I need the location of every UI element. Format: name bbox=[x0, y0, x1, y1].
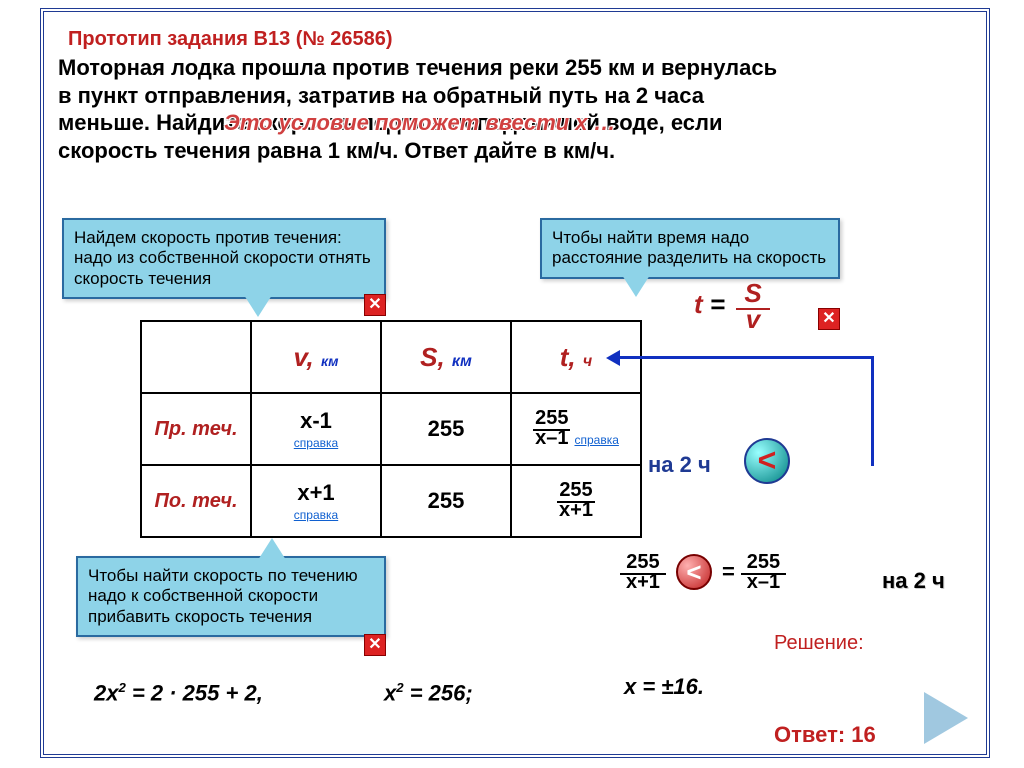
problem-text: Моторная лодка прошла против течения рек… bbox=[58, 54, 978, 164]
solution-label: Решение: bbox=[774, 632, 864, 655]
eq1-rhs: = 2 · 255 + 2, bbox=[126, 680, 263, 705]
eq2-rhs: = 256; bbox=[404, 680, 473, 705]
corner-cell bbox=[141, 321, 251, 393]
help-link[interactable]: справка bbox=[260, 508, 372, 522]
t1-den: x–1 bbox=[535, 425, 568, 449]
cell-t-with: 255x+1 bbox=[511, 465, 641, 537]
equals-sign: = bbox=[722, 559, 735, 585]
hdr-s-unit: км bbox=[452, 353, 472, 370]
less-than-icon: < bbox=[676, 554, 712, 590]
equation-1: 2x2 = 2 · 255 + 2, bbox=[94, 680, 263, 706]
by-2h-label-2: на 2 ч bbox=[882, 568, 945, 594]
row-with-label: По. теч. bbox=[141, 465, 251, 537]
callout-against-current: Найдем скорость против течения: надо из … bbox=[62, 218, 386, 299]
help-link[interactable]: справка bbox=[260, 436, 372, 450]
cell-s-against: 255 bbox=[381, 393, 511, 465]
header-v: v, км bbox=[251, 321, 381, 393]
equals: = bbox=[703, 289, 733, 319]
hdr-v-unit: км bbox=[321, 353, 338, 369]
by-2h-label: на 2 ч bbox=[648, 452, 711, 478]
problem-line-2: в пункт отправления, затратив на обратны… bbox=[58, 83, 704, 108]
callout-with-current: Чтобы найти скорость по течению надо к с… bbox=[76, 556, 386, 637]
time-formula: t = Sv bbox=[694, 280, 770, 332]
hint-overlay: Это условие поможет ввести x … bbox=[224, 110, 616, 136]
slide-frame: Прототип задания B13 (№ 26586) Моторная … bbox=[40, 8, 990, 758]
hdr-t-unit: ч bbox=[583, 353, 592, 370]
var-t: t bbox=[694, 289, 703, 319]
close-icon[interactable]: ✕ bbox=[364, 294, 386, 316]
problem-line-1: Моторная лодка прошла против течения рек… bbox=[58, 55, 777, 80]
equation-3: x = ±16. bbox=[624, 674, 704, 700]
hdr-t-sym: t, bbox=[560, 342, 576, 372]
equation-2: x2 = 256; bbox=[384, 680, 473, 706]
less-than-icon: < bbox=[758, 442, 777, 478]
answer-label: Ответ: 16 bbox=[774, 722, 876, 748]
arrow-head-icon bbox=[606, 350, 620, 366]
problem-line-4: скорость течения равна 1 км/ч. Ответ дай… bbox=[58, 138, 615, 163]
var-v: v bbox=[746, 302, 760, 334]
next-slide-button[interactable] bbox=[924, 692, 968, 744]
hdr-v-sym: v, bbox=[294, 342, 314, 372]
eq-f1-den: x+1 bbox=[620, 571, 666, 593]
cell-v-with: x+1 справка bbox=[251, 465, 381, 537]
cell-v-against: x-1 справка bbox=[251, 393, 381, 465]
help-link[interactable]: справка bbox=[574, 433, 618, 447]
eq-f2-den: x–1 bbox=[741, 571, 786, 593]
val-v1: x-1 bbox=[300, 408, 332, 433]
eq1-lhs: 2x bbox=[94, 680, 118, 705]
hdr-s-sym: S, bbox=[420, 342, 445, 372]
less-than-ball: < bbox=[744, 438, 790, 484]
callout-time-formula: Чтобы найти время надо расстояние раздел… bbox=[540, 218, 840, 279]
task-title: Прототип задания B13 (№ 26586) bbox=[68, 28, 393, 51]
eq2-lhs: x bbox=[384, 680, 396, 705]
close-icon[interactable]: ✕ bbox=[364, 634, 386, 656]
header-s: S, км bbox=[381, 321, 511, 393]
arrow-line bbox=[614, 356, 874, 466]
t2-den: x+1 bbox=[559, 497, 593, 521]
row-against-label: Пр. теч. bbox=[141, 393, 251, 465]
val-v2: x+1 bbox=[297, 480, 334, 505]
cell-s-with: 255 bbox=[381, 465, 511, 537]
close-icon[interactable]: ✕ bbox=[818, 308, 840, 330]
equation-row: 255x+1 < = 255x–1 bbox=[620, 552, 786, 592]
data-table: v, км S, км t, ч Пр. теч. x-1 справка 255… bbox=[140, 320, 642, 538]
